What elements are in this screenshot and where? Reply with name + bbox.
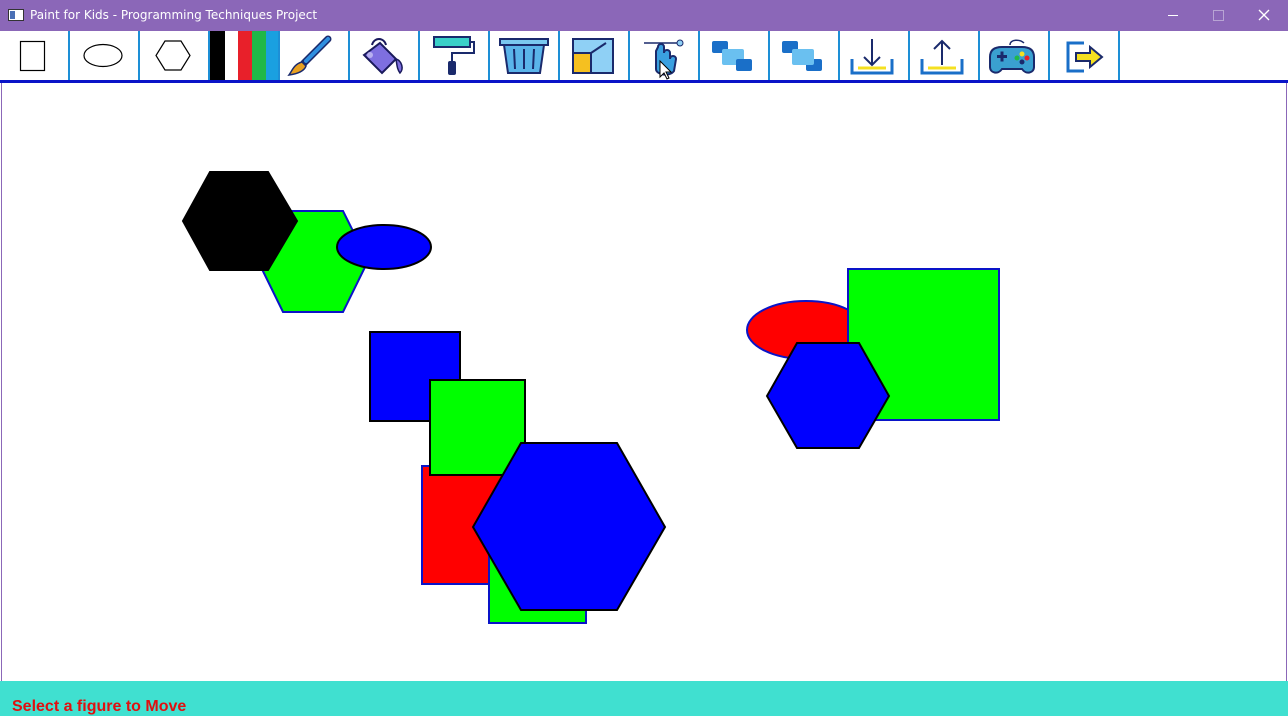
- close-icon: [1258, 9, 1270, 21]
- color-palette[interactable]: [210, 31, 280, 80]
- exit-icon: [1066, 41, 1104, 73]
- resize-icon: [572, 38, 614, 74]
- brush-icon: [287, 35, 332, 76]
- send-to-back-tool[interactable]: [700, 31, 770, 80]
- exit-tool[interactable]: [1050, 31, 1120, 80]
- ellipse-tool[interactable]: [70, 31, 140, 80]
- hexagon-icon: [155, 40, 191, 71]
- ellipse-icon: [83, 43, 123, 68]
- drawing-canvas[interactable]: [1, 83, 1287, 681]
- maximize-button[interactable]: [1196, 0, 1240, 31]
- rectangle-tool[interactable]: [0, 31, 70, 80]
- status-message: Select a figure to Move: [12, 698, 187, 715]
- hand-pointer-icon: [644, 39, 684, 80]
- figure-ellipse-blue[interactable]: [336, 224, 432, 270]
- window-title: Paint for Kids - Programming Techniques …: [30, 8, 318, 22]
- figure-hexagon-black[interactable]: [181, 171, 299, 271]
- status-bar: Select a figure to Move: [0, 681, 1288, 716]
- bring-front-icon: [782, 41, 822, 71]
- minimize-button[interactable]: [1151, 0, 1195, 31]
- play-mode-tool[interactable]: [980, 31, 1050, 80]
- minimize-icon: [1168, 15, 1178, 16]
- bring-to-front-tool[interactable]: [770, 31, 840, 80]
- color-swatch-icon: [210, 31, 278, 80]
- rectangle-icon: [19, 40, 46, 72]
- save-tool[interactable]: [910, 31, 980, 80]
- canvas-figures: [181, 171, 1000, 624]
- fill-color-tool[interactable]: [350, 31, 420, 80]
- maximize-icon: [1213, 10, 1224, 21]
- title-bar: Paint for Kids - Programming Techniques …: [0, 0, 1288, 31]
- close-button[interactable]: [1242, 0, 1286, 31]
- delete-tool[interactable]: [490, 31, 560, 80]
- figure-hexagon-blue-large[interactable]: [471, 442, 667, 611]
- paint-bucket-icon: [362, 38, 403, 75]
- paint-roller-tool[interactable]: [420, 31, 490, 80]
- send-back-icon: [712, 41, 752, 71]
- hexagon-tool[interactable]: [140, 31, 210, 80]
- gamepad-icon: [989, 39, 1035, 74]
- trash-icon: [499, 38, 549, 74]
- upload-tray-icon: [920, 39, 964, 75]
- figure-rectangle-green[interactable]: [429, 379, 526, 476]
- resize-tool[interactable]: [560, 31, 630, 80]
- paint-roller-icon: [433, 36, 475, 75]
- toolbar-divider: [0, 80, 1288, 83]
- move-tool[interactable]: [630, 31, 700, 80]
- figure-hexagon-blue[interactable]: [765, 342, 891, 449]
- draw-color-tool[interactable]: [280, 31, 350, 80]
- download-tray-icon: [850, 39, 894, 75]
- load-tool[interactable]: [840, 31, 910, 80]
- app-icon: [8, 9, 24, 21]
